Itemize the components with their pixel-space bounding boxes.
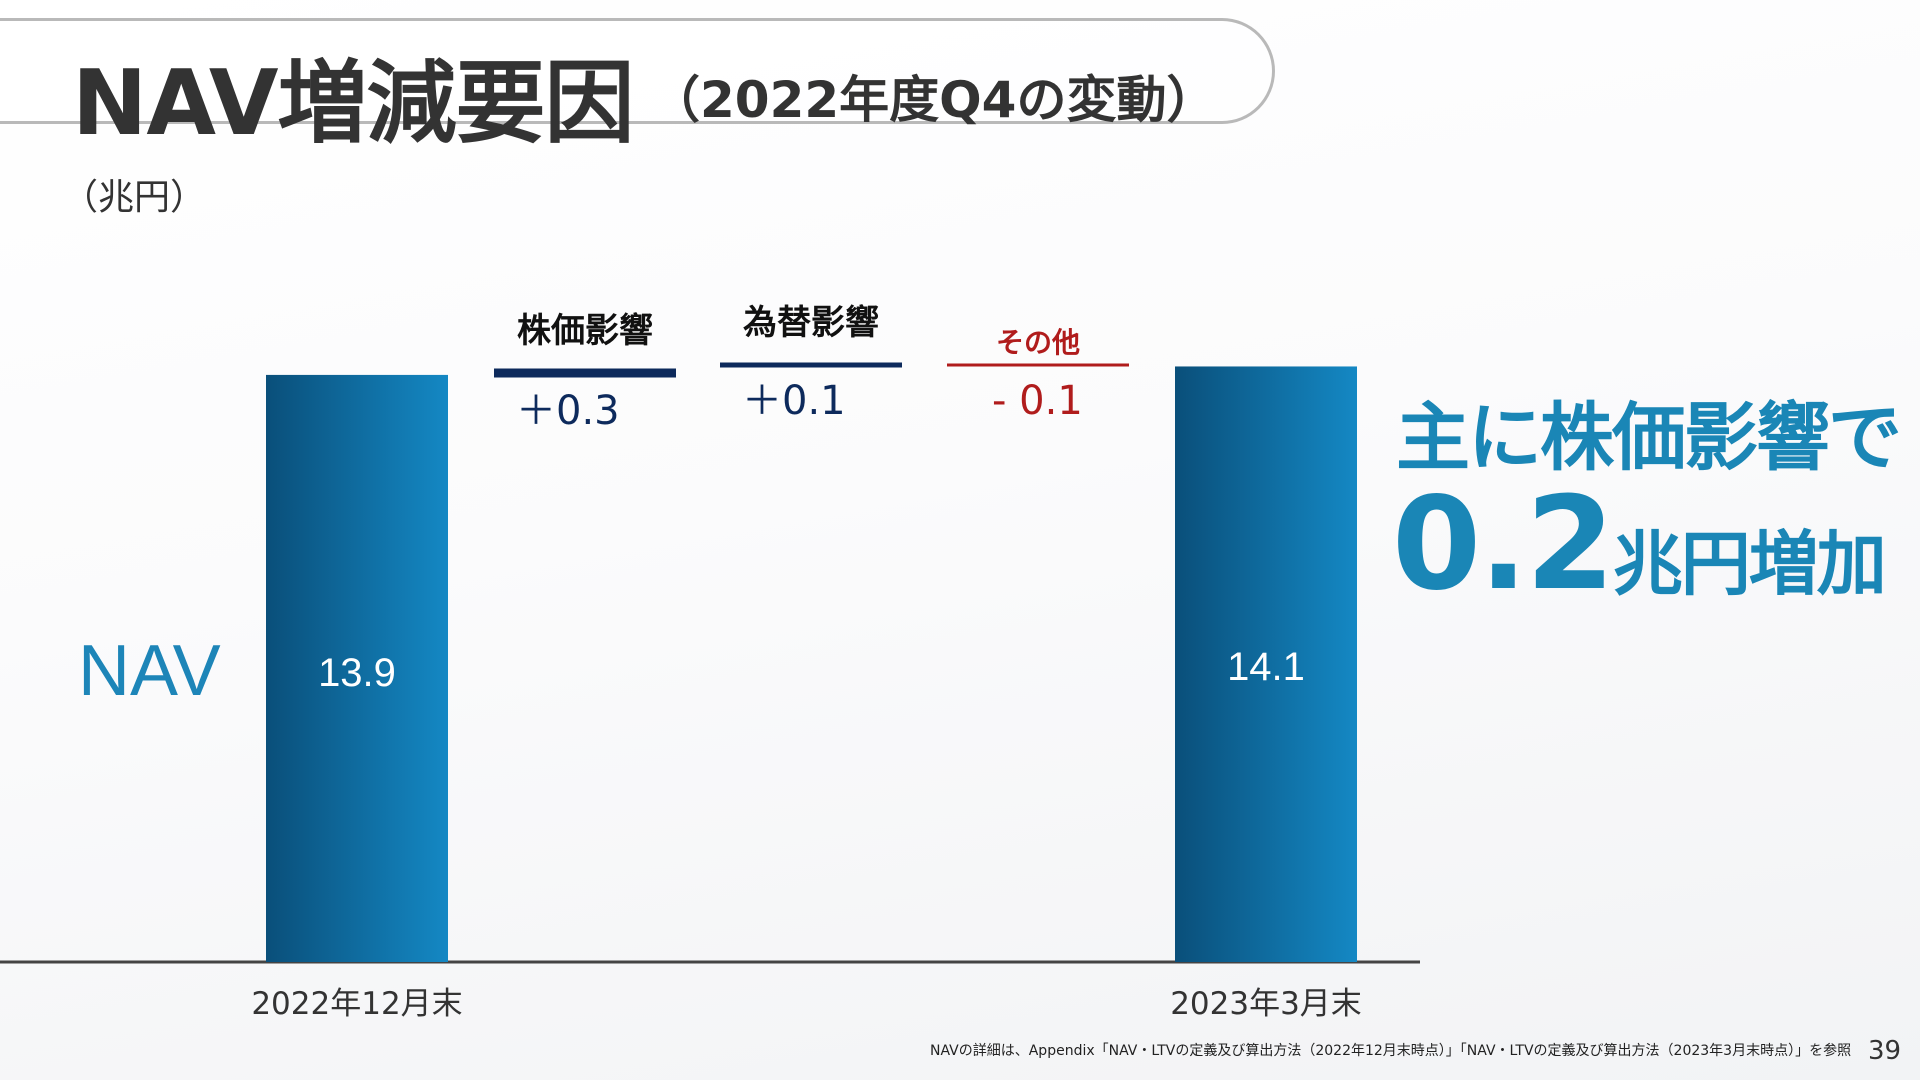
change-bar <box>494 368 676 378</box>
bar-end <box>1175 366 1357 962</box>
change-name-label: 株価影響 <box>517 311 653 351</box>
summary-message: 主に株価影響で <box>1396 395 1902 481</box>
x-tick-label: 2022年12月末 <box>251 986 462 1022</box>
summary-value: 0.2 <box>1392 470 1615 619</box>
summary-value-line: 0.2兆円増加 <box>1392 470 1887 619</box>
summary-suffix: 兆円増加 <box>1612 523 1887 605</box>
bar-start <box>266 374 448 962</box>
x-tick-label: 2023年3月末 <box>1170 986 1362 1022</box>
page-title: NAV増減要因 <box>72 51 635 156</box>
change-value-label: ＋0.1 <box>742 378 846 424</box>
bar-value-label: 14.1 <box>1227 645 1305 689</box>
change-name-label: その他 <box>996 326 1080 359</box>
title-frame <box>0 18 1275 124</box>
change-value-label: ＋0.3 <box>516 388 620 434</box>
page-number: 39 <box>1868 1036 1902 1066</box>
footnote: NAVの詳細は、Appendix「NAV・LTVの定義及び算出方法（2022年1… <box>930 1043 1852 1059</box>
change-bar <box>947 363 1129 367</box>
page-subtitle: （2022年度Q4の変動） <box>650 71 1217 129</box>
change-value-label: - 0.1 <box>992 378 1083 424</box>
nav-axis-label: NAV <box>78 631 221 711</box>
bar-value-label: 13.9 <box>318 651 396 695</box>
unit-label: （兆円） <box>62 177 207 218</box>
change-bar <box>720 362 902 368</box>
change-name-label: 為替影響 <box>743 303 879 343</box>
